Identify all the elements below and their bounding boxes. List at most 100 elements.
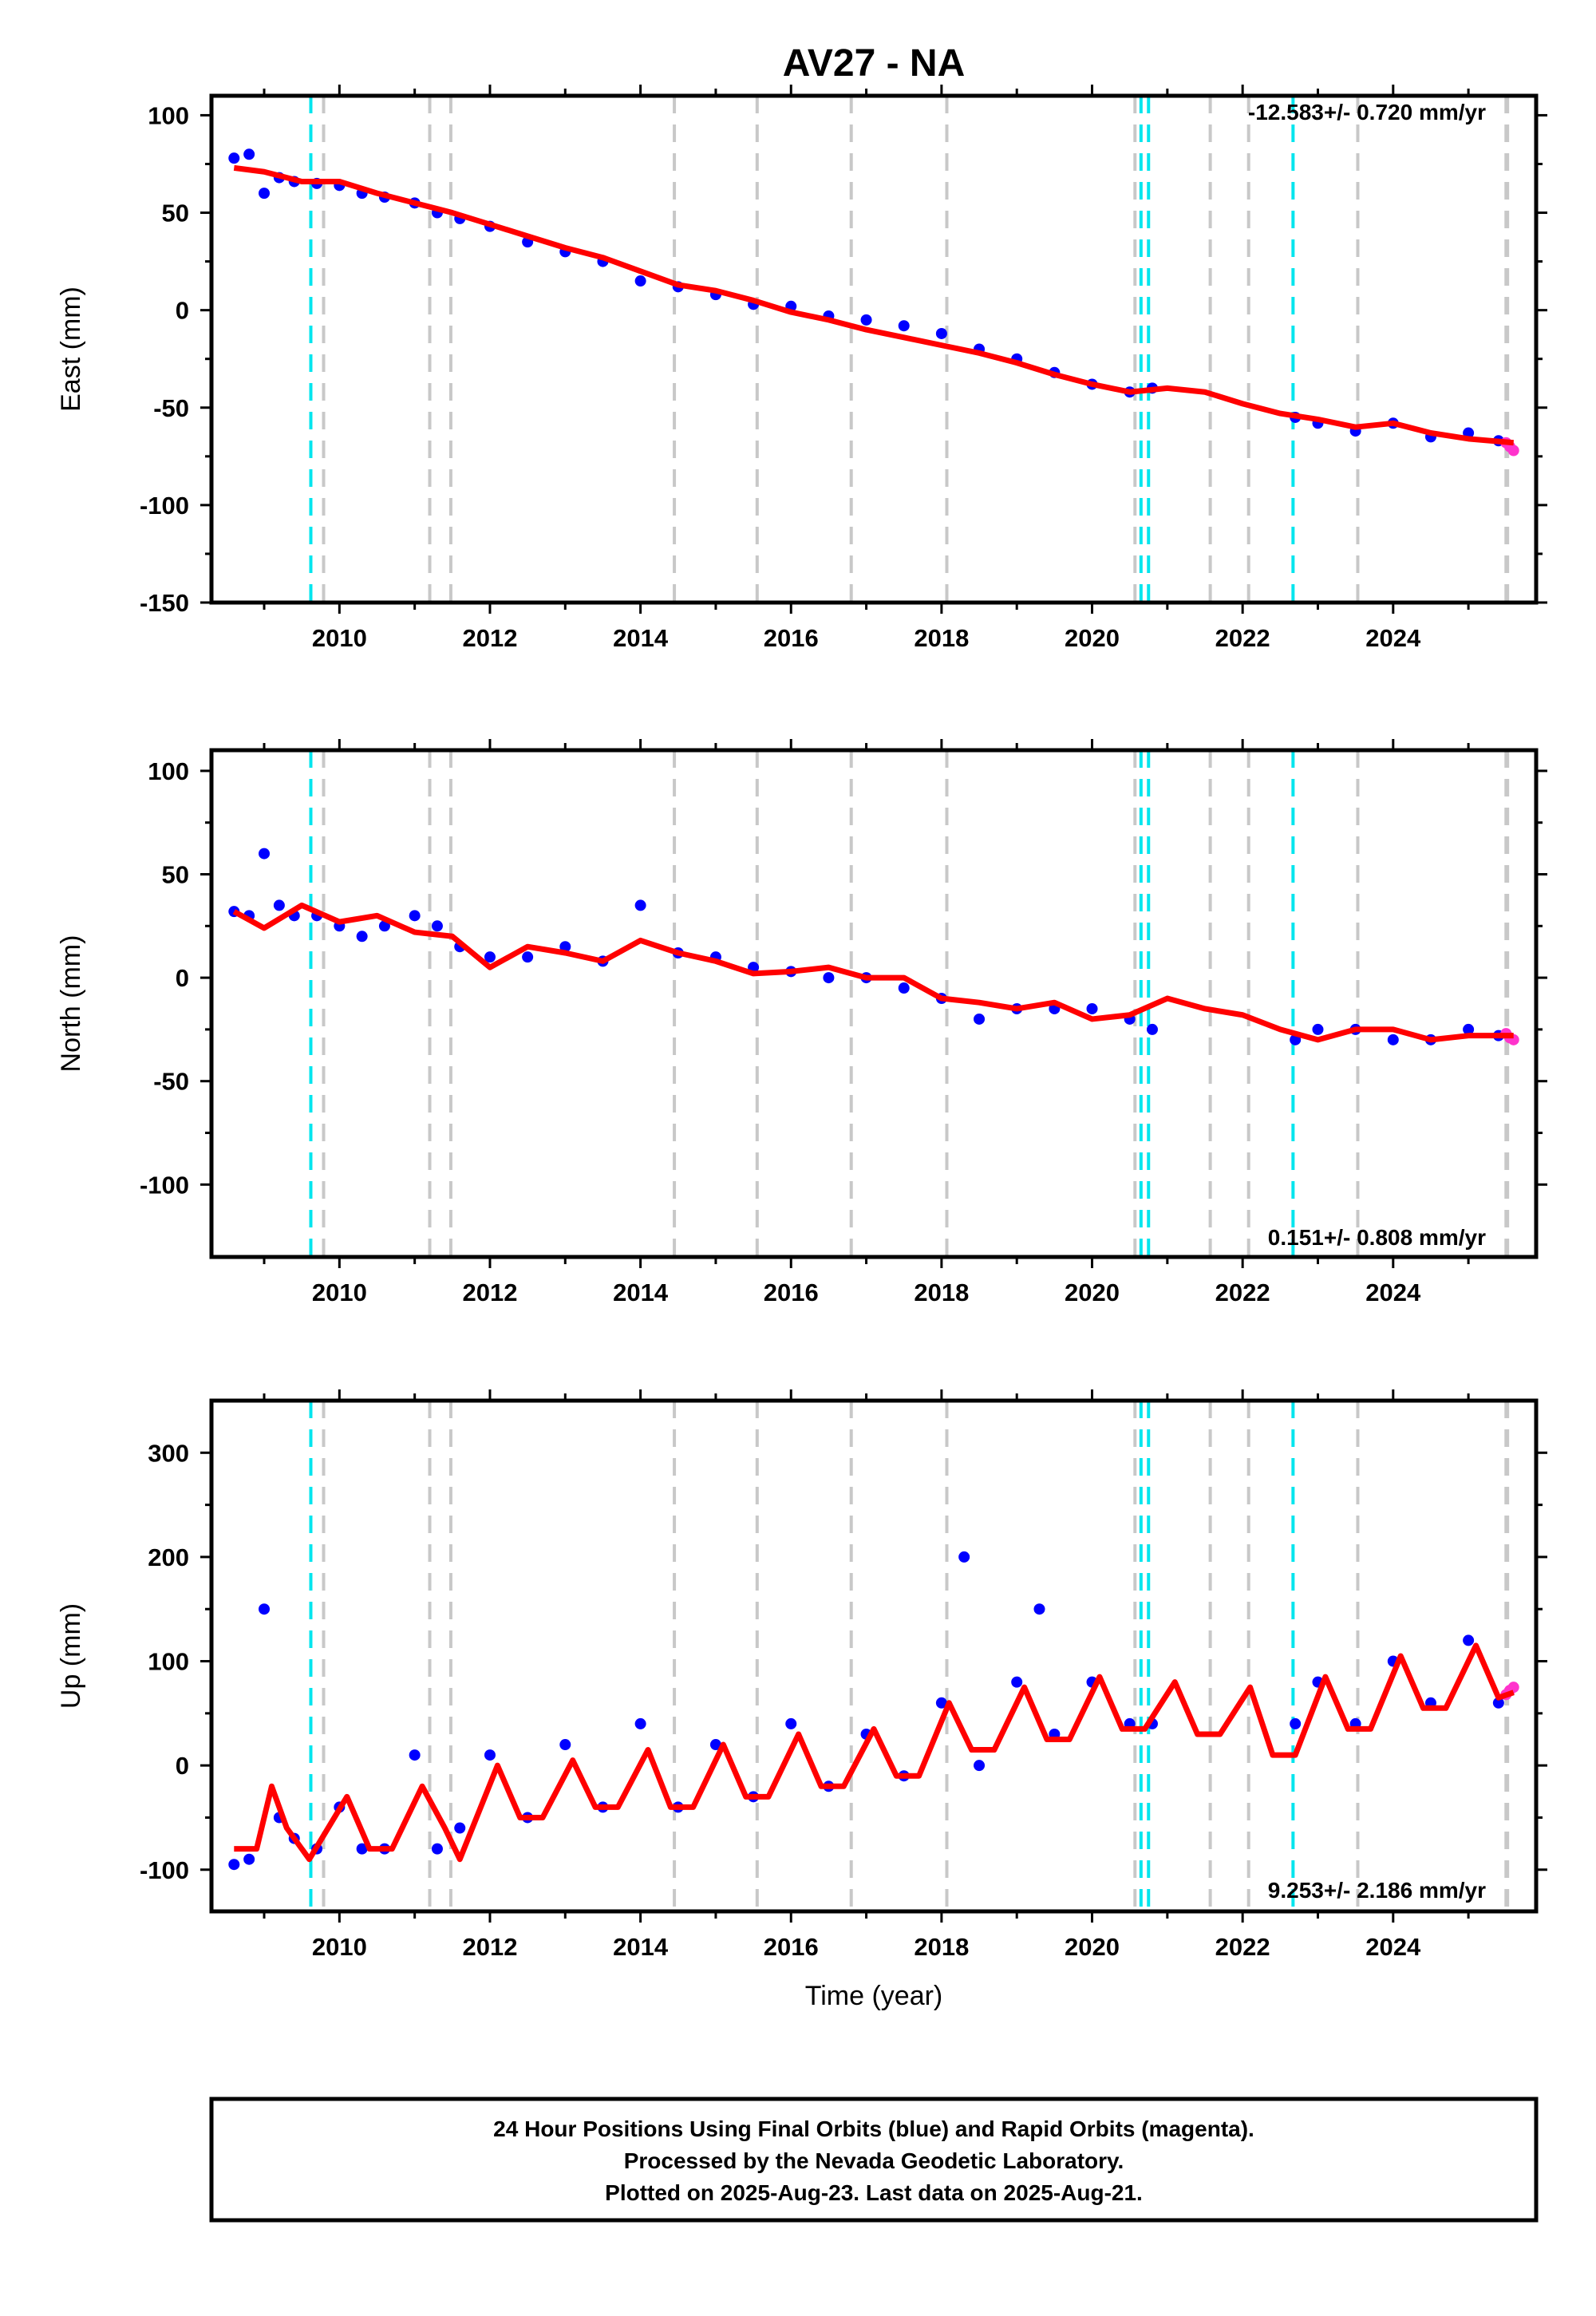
x-tick-label: 2010 bbox=[312, 1279, 367, 1306]
final-orbit-point bbox=[958, 1551, 970, 1563]
rapid-orbit-point bbox=[1507, 445, 1519, 456]
final-orbit-point bbox=[1033, 1603, 1045, 1615]
y-tick-label: -50 bbox=[153, 1068, 189, 1096]
x-tick-label: 2012 bbox=[462, 1933, 517, 1961]
x-tick-label: 2014 bbox=[613, 1279, 669, 1306]
x-tick-label: 2010 bbox=[312, 1933, 367, 1961]
rate-annotation: 9.253+/- 2.186 mm/yr bbox=[1268, 1878, 1486, 1903]
final-orbit-point bbox=[1146, 1023, 1158, 1035]
x-tick-label: 2022 bbox=[1215, 1933, 1270, 1961]
x-tick-label: 2020 bbox=[1065, 1933, 1120, 1961]
final-orbit-point bbox=[1387, 1034, 1399, 1045]
y-tick-label: -100 bbox=[140, 492, 189, 520]
final-orbit-point bbox=[259, 848, 271, 860]
x-tick-label: 2018 bbox=[914, 1933, 969, 1961]
y-tick-label: 0 bbox=[176, 297, 189, 325]
x-tick-label: 2012 bbox=[462, 1279, 517, 1306]
y-tick-label: -100 bbox=[140, 1856, 189, 1884]
final-orbit-point bbox=[1290, 1717, 1302, 1729]
x-tick-label: 2010 bbox=[312, 624, 367, 652]
final-orbit-point bbox=[259, 188, 271, 200]
final-orbit-point bbox=[243, 1853, 255, 1865]
x-tick-label: 2020 bbox=[1065, 624, 1120, 652]
final-orbit-point bbox=[484, 951, 496, 963]
x-tick-label: 2012 bbox=[462, 624, 517, 652]
y-tick-label: -50 bbox=[153, 394, 189, 422]
x-tick-label: 2016 bbox=[764, 624, 819, 652]
model-fit-line bbox=[232, 902, 1514, 1043]
chart-title: AV27 - NA bbox=[783, 42, 966, 85]
rate-annotation: 0.151+/- 0.808 mm/yr bbox=[1268, 1225, 1486, 1250]
final-orbit-point bbox=[1492, 1697, 1504, 1709]
north-panel: 2010 2012 2014 2016 2018 2020 2022 2024 100 50 0 -5… bbox=[56, 739, 1547, 1306]
east-panel: 2010 2012 2014 2016 2018 2020 2022 2024 100 50 0 -5… bbox=[56, 85, 1547, 652]
y-tick-label: 100 bbox=[148, 101, 189, 129]
footer-line-1: 24 Hour Positions Using Final Orbits (bl… bbox=[493, 2116, 1254, 2141]
y-tick-label: 0 bbox=[176, 964, 189, 992]
final-orbit-point bbox=[860, 314, 872, 326]
final-orbit-point bbox=[431, 1843, 443, 1855]
final-orbit-point bbox=[228, 152, 240, 164]
y-tick-label: 300 bbox=[148, 1439, 189, 1467]
y-tick-label: 0 bbox=[176, 1752, 189, 1780]
plot-frame bbox=[209, 748, 1539, 1259]
final-orbit-point bbox=[1463, 1634, 1475, 1646]
x-tick-label: 2024 bbox=[1365, 1933, 1421, 1961]
final-orbit-point bbox=[559, 1739, 571, 1751]
final-orbit-point bbox=[1312, 1023, 1324, 1035]
final-orbit-point bbox=[243, 148, 255, 160]
final-orbit-point bbox=[273, 899, 285, 911]
final-orbit-point bbox=[356, 931, 368, 943]
model-fit-line bbox=[234, 1642, 1515, 1863]
final-orbit-point bbox=[974, 1760, 986, 1772]
plot-frame bbox=[209, 93, 1539, 605]
final-orbit-point bbox=[823, 972, 835, 984]
x-axis-label: Time (year) bbox=[805, 1981, 943, 2011]
y-tick-label: 100 bbox=[148, 1648, 189, 1676]
y-axis-label: North (mm) bbox=[56, 935, 86, 1073]
y-tick-label: -100 bbox=[140, 1171, 189, 1199]
final-orbit-point bbox=[356, 1843, 368, 1855]
final-orbit-point bbox=[484, 1749, 496, 1761]
final-orbit-point bbox=[454, 1822, 466, 1834]
y-tick-label: -150 bbox=[140, 589, 189, 617]
final-orbit-point bbox=[559, 941, 571, 953]
x-tick-label: 2024 bbox=[1365, 624, 1421, 652]
rapid-orbit-point bbox=[1507, 1682, 1519, 1694]
final-orbit-point bbox=[1011, 1676, 1023, 1688]
x-tick-label: 2016 bbox=[764, 1933, 819, 1961]
model-fit-line bbox=[233, 164, 1515, 446]
y-tick-label: 100 bbox=[148, 757, 189, 785]
y-tick-label: 50 bbox=[162, 861, 189, 889]
final-orbit-point bbox=[1463, 1023, 1475, 1035]
final-orbit-point bbox=[431, 920, 443, 932]
final-orbit-point bbox=[228, 1859, 240, 1871]
plot-frame bbox=[209, 1398, 1539, 1914]
footer-line-2: Processed by the Nevada Geodetic Laborat… bbox=[624, 2148, 1124, 2173]
x-tick-label: 2018 bbox=[914, 624, 969, 652]
x-tick-label: 2014 bbox=[613, 624, 669, 652]
final-orbit-point bbox=[634, 899, 646, 911]
rate-annotation: -12.583+/- 0.720 mm/yr bbox=[1248, 100, 1486, 124]
x-tick-label: 2022 bbox=[1215, 624, 1270, 652]
final-orbit-point bbox=[409, 1749, 421, 1761]
final-orbit-point bbox=[898, 320, 910, 332]
up-panel: 2010 2012 2014 2016 2018 2020 2022 2024 300 200 10… bbox=[56, 1389, 1547, 1961]
final-orbit-point bbox=[974, 1013, 986, 1025]
final-orbit-point bbox=[898, 982, 910, 994]
footer-line-3: Plotted on 2025-Aug-23. Last data on 202… bbox=[605, 2180, 1143, 2205]
y-tick-label: 50 bbox=[162, 200, 189, 227]
x-tick-label: 2018 bbox=[914, 1279, 969, 1306]
x-tick-label: 2016 bbox=[764, 1279, 819, 1306]
x-tick-label: 2014 bbox=[613, 1933, 669, 1961]
final-orbit-point bbox=[709, 1739, 721, 1751]
x-tick-label: 2020 bbox=[1065, 1279, 1120, 1306]
final-orbit-point bbox=[935, 1697, 947, 1709]
y-tick-label: 200 bbox=[148, 1543, 189, 1571]
y-axis-label: East (mm) bbox=[56, 287, 86, 412]
final-orbit-point bbox=[634, 275, 646, 287]
x-tick-label: 2022 bbox=[1215, 1279, 1270, 1306]
x-tick-label: 2024 bbox=[1365, 1279, 1421, 1306]
y-axis-label: Up (mm) bbox=[56, 1603, 86, 1709]
